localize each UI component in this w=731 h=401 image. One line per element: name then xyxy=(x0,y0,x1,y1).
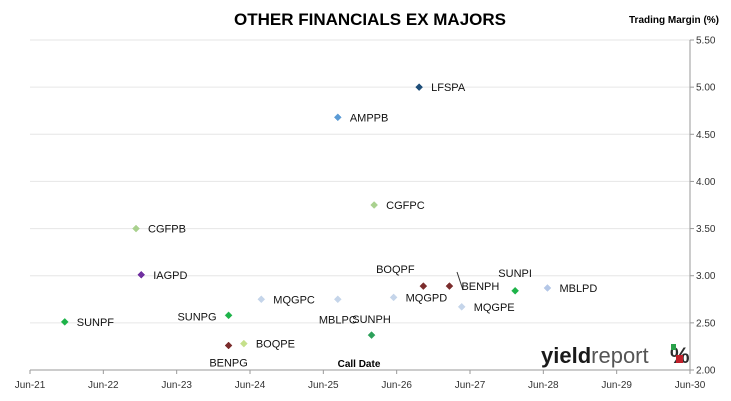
logo-wordmark: yieldreport xyxy=(541,343,649,368)
x-tick-label: Jun-30 xyxy=(675,380,706,391)
point-boqpe xyxy=(239,339,248,348)
x-tick-label: Jun-26 xyxy=(381,380,412,391)
logo-green-accent xyxy=(671,344,676,350)
logo-bold: yield xyxy=(541,343,591,368)
x-tick-label: Jun-21 xyxy=(15,380,46,391)
point-sunpi xyxy=(511,286,519,295)
point-mblpd xyxy=(543,284,552,292)
point-label-sunph: SUNPH xyxy=(352,314,391,326)
x-axis-ticks: Jun-21 Jun-22 Jun-23 Jun-24 Jun-25 Jun-26 Jun-… xyxy=(15,370,706,391)
point-label-sunpi: SUNPI xyxy=(498,268,532,280)
x-tick-label: Jun-23 xyxy=(161,380,192,391)
x-tick-label: Jun-24 xyxy=(235,380,266,391)
point-label-mqgpc: MQGPC xyxy=(273,294,315,306)
y-tick-label: 5.50 xyxy=(696,36,716,47)
point-cgfpc xyxy=(370,201,379,209)
boqpf-leader-line xyxy=(456,271,464,291)
point-amppb xyxy=(333,113,342,122)
point-lfspa xyxy=(415,83,423,91)
point-label-boqpf: BOQPF xyxy=(376,264,415,276)
point-label-mblpd: MBLPD xyxy=(559,283,597,295)
y-tick-label: 5.00 xyxy=(696,83,716,94)
y-tick-label: 2.50 xyxy=(696,318,716,329)
x-tick-label: Jun-28 xyxy=(528,380,559,391)
point-sunpg xyxy=(224,311,233,320)
x-axis-title: Call Date xyxy=(338,359,381,370)
yieldreport-logo: yieldreport % xyxy=(541,343,690,368)
logo-light: report xyxy=(591,343,648,368)
point-label-sunpg: SUNPG xyxy=(177,311,216,323)
point-sunph xyxy=(367,331,376,339)
x-tick-label: Jun-22 xyxy=(88,380,119,391)
y-axis-title: Trading Margin (%) xyxy=(629,15,719,26)
point-label-mqgpd: MQGPD xyxy=(406,292,448,304)
y-tick-label: 4.50 xyxy=(696,130,716,141)
point-mqgpd xyxy=(389,293,398,302)
chart-title: OTHER FINANCIALS EX MAJORS xyxy=(234,10,506,29)
point-mqgpc xyxy=(257,295,266,304)
point-labels: LFSPA AMPPB CGFPC CGFPB IAGPD BOQPF BENPHSUNPI… xyxy=(77,82,598,369)
point-label-cgfpc: CGFPC xyxy=(386,200,425,212)
point-label-mblpc: MBLPC xyxy=(319,314,357,326)
point-label-amppb: AMPPB xyxy=(350,112,389,124)
point-label-iagpd: IAGPD xyxy=(153,270,187,282)
point-mqgpe xyxy=(457,302,466,311)
y-tick-label: 2.00 xyxy=(696,366,716,377)
point-label-cgfpb: CGFPB xyxy=(148,224,186,236)
point-label-benph: BENPH xyxy=(461,281,499,293)
y-axis-ticks: 2.00 2.50 3.00 3.50 4.00 4.50 5.00 5.50 xyxy=(690,36,716,377)
point-benph xyxy=(445,282,454,290)
logo-red-accent xyxy=(676,355,683,363)
point-cgfpb xyxy=(132,224,140,233)
point-label-sunpf: SUNPF xyxy=(77,317,115,329)
point-label-mqgpe: MQGPE xyxy=(474,302,515,314)
gridlines xyxy=(30,39,690,324)
x-tick-label: Jun-29 xyxy=(601,380,632,391)
point-mblpc xyxy=(333,295,342,304)
point-label-boqpe: BOQPE xyxy=(256,339,295,351)
x-tick-label: Jun-25 xyxy=(308,380,339,391)
y-tick-label: 3.00 xyxy=(696,271,716,282)
point-label-benpg: BENPG xyxy=(209,357,248,369)
y-tick-label: 3.50 xyxy=(696,224,716,235)
y-tick-label: 4.00 xyxy=(696,177,716,188)
point-sunpf xyxy=(60,318,69,326)
point-boqpf xyxy=(419,282,428,290)
point-benpg xyxy=(224,341,233,350)
data-points xyxy=(60,83,552,350)
point-label-lfspa: LFSPA xyxy=(431,82,466,94)
point-iagpd xyxy=(137,270,146,279)
x-tick-label: Jun-27 xyxy=(455,380,486,391)
